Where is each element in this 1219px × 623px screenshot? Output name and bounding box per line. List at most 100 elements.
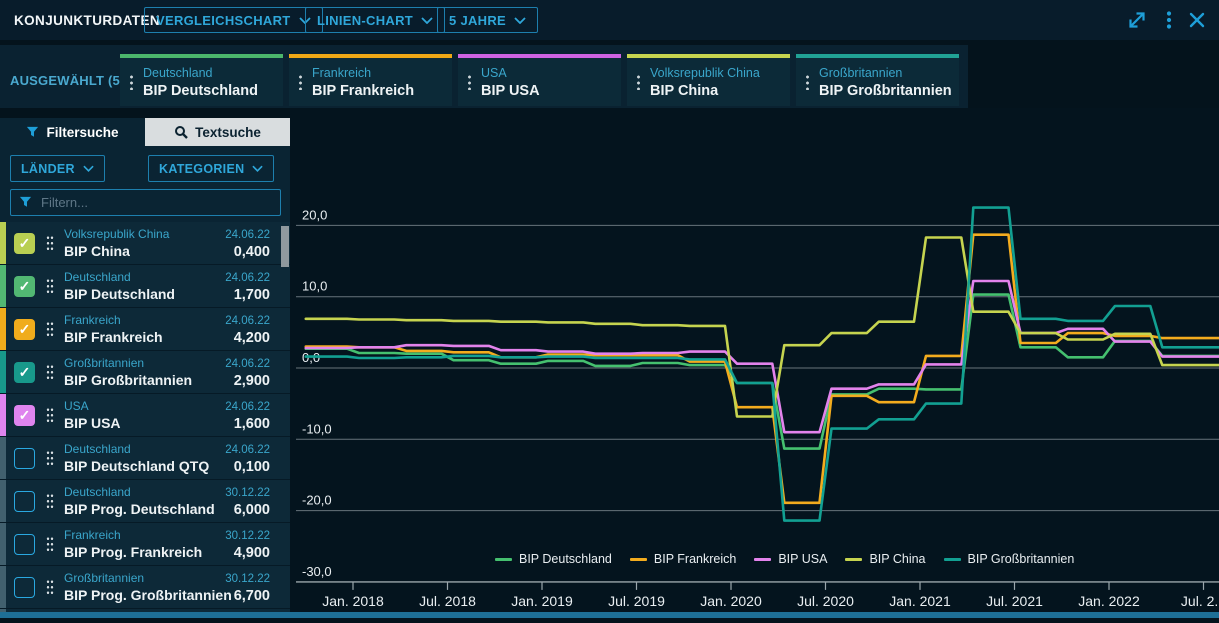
list-item[interactable]: ✓ USA BIP USA 24.06.22 1,600	[0, 394, 290, 437]
line-type-dropdown[interactable]: LINIEN-CHART	[305, 7, 446, 33]
series-color-stripe	[0, 308, 6, 350]
series-checkbox[interactable]: ✓	[14, 576, 35, 598]
svg-text:-20,0: -20,0	[302, 493, 332, 508]
legend-swatch	[845, 557, 863, 561]
svg-text:Jul. 2019: Jul. 2019	[608, 593, 665, 609]
tab-filtersuche[interactable]: Filtersuche	[0, 118, 145, 146]
series-color-stripe	[0, 523, 6, 565]
drag-handle-icon[interactable]	[46, 579, 54, 595]
sidebar-filter-panel: LÄNDER KATEGORIEN	[0, 146, 290, 222]
item-value: 2,900	[233, 373, 270, 390]
list-scrollbar-thumb[interactable]	[281, 226, 289, 267]
series-checkbox[interactable]: ✓	[14, 447, 35, 469]
chip-bip-deutschland[interactable]: Deutschland BIP Deutschland	[120, 54, 283, 106]
item-country: Großbritannien	[64, 356, 145, 370]
item-series: BIP Prog. Deutschland	[64, 501, 215, 517]
filter-icon	[27, 126, 39, 137]
laender-dropdown[interactable]: LÄNDER	[10, 155, 105, 182]
list-item[interactable]: ✓ Großbritannien BIP Prog. Großbritannien…	[0, 566, 290, 609]
tab-label: Filtersuche	[46, 124, 119, 140]
item-value: 1,700	[233, 287, 270, 304]
item-country: Volksrepublik China	[64, 227, 170, 241]
kebab-menu-icon[interactable]	[1158, 9, 1180, 31]
item-country: Großbritannien	[64, 571, 145, 585]
svg-text:Jan. 2022: Jan. 2022	[1078, 593, 1140, 609]
item-date: 24.06.22	[225, 357, 270, 370]
item-value: 0,400	[233, 244, 270, 261]
item-country: Frankreich	[64, 528, 121, 542]
search-icon	[175, 126, 188, 139]
legend-item[interactable]: BIP USA	[754, 552, 827, 566]
svg-text:Jul. 2...: Jul. 2...	[1181, 593, 1219, 609]
drag-handle-icon[interactable]	[46, 321, 54, 337]
kebab-menu-icon[interactable]	[467, 74, 472, 90]
list-item[interactable]: ✓ Frankreich BIP Frankreich 24.06.22 4,200	[0, 308, 290, 351]
drag-handle-icon[interactable]	[46, 278, 54, 294]
chip-country: USA	[481, 65, 507, 80]
selected-series-panel: AUSGEWÄHLT (5/5): Deutschland BIP Deutsc…	[0, 45, 968, 108]
list-item[interactable]: ✓ Volksrepublik China BIP China 24.06.22 0…	[0, 222, 290, 265]
item-series: BIP Deutschland QTQ	[64, 458, 210, 474]
chip-bip-grossbritannien[interactable]: Großbritannien BIP Großbritannien	[796, 54, 959, 106]
close-icon[interactable]	[1186, 9, 1208, 31]
series-checkbox[interactable]: ✓	[14, 275, 35, 297]
series-color-stripe	[0, 222, 6, 264]
filter-search-input[interactable]	[39, 194, 272, 211]
chevron-down-icon	[298, 16, 311, 24]
list-item[interactable]: ✓ Großbritannien BIP Großbritannien 24.06…	[0, 351, 290, 394]
chart-type-dropdown[interactable]: VERGLEICHSCHART	[144, 7, 323, 33]
legend-item[interactable]: BIP Deutschland	[495, 552, 612, 566]
series-checkbox[interactable]: ✓	[14, 361, 35, 383]
chip-bip-usa[interactable]: USA BIP USA	[458, 54, 621, 106]
series-checkbox[interactable]: ✓	[14, 318, 35, 340]
legend-item[interactable]: BIP China	[845, 552, 926, 566]
series-checkbox[interactable]: ✓	[14, 533, 35, 555]
list-item[interactable]: ✓ Deutschland BIP Deutschland QTQ 24.06.2…	[0, 437, 290, 480]
item-date: 30.12.22	[225, 529, 270, 542]
legend-item[interactable]: BIP Frankreich	[629, 552, 736, 566]
chevron-down-icon	[83, 165, 94, 172]
kebab-menu-icon[interactable]	[805, 74, 810, 90]
expand-icon[interactable]	[1126, 9, 1148, 31]
kebab-menu-icon[interactable]	[298, 74, 303, 90]
item-value: 6,000	[233, 502, 270, 519]
chip-series: BIP Deutschland	[143, 82, 258, 99]
legend-item[interactable]: BIP Großbritannien	[943, 552, 1074, 566]
svg-text:Jan. 2019: Jan. 2019	[511, 593, 573, 609]
chip-bip-china[interactable]: Volksrepublik China BIP China	[627, 54, 790, 106]
list-item[interactable]: ✓ Frankreich BIP Prog. Frankreich 30.12.2…	[0, 523, 290, 566]
drag-handle-icon[interactable]	[46, 493, 54, 509]
drag-handle-icon[interactable]	[46, 407, 54, 423]
chip-bip-frankreich[interactable]: Frankreich BIP Frankreich	[289, 54, 452, 106]
check-icon: ✓	[18, 363, 31, 380]
series-checkbox[interactable]: ✓	[14, 404, 35, 426]
drag-handle-icon[interactable]	[46, 536, 54, 552]
item-series: BIP China	[64, 243, 130, 259]
series-color-stripe	[0, 437, 6, 479]
chevron-down-icon	[514, 16, 526, 24]
item-value: 4,200	[233, 330, 270, 347]
kategorien-dropdown-label: KATEGORIEN	[159, 161, 245, 176]
kebab-menu-icon[interactable]	[129, 74, 134, 90]
series-list: ✓ Volksrepublik China BIP China 24.06.22 0…	[0, 222, 290, 618]
legend-swatch	[495, 557, 512, 561]
kategorien-dropdown[interactable]: KATEGORIEN	[148, 155, 275, 182]
series-checkbox[interactable]: ✓	[14, 232, 35, 254]
chevron-down-icon	[421, 16, 433, 24]
drag-handle-icon[interactable]	[46, 235, 54, 251]
item-series: BIP Frankreich	[64, 329, 163, 345]
drag-handle-icon[interactable]	[46, 450, 54, 466]
tab-textsuche[interactable]: Textsuche	[145, 118, 290, 146]
legend-swatch	[629, 557, 647, 561]
time-range-dropdown[interactable]: 5 JAHRE	[437, 7, 539, 33]
drag-handle-icon[interactable]	[46, 364, 54, 380]
series-checkbox[interactable]: ✓	[14, 490, 35, 512]
chip-country: Frankreich	[312, 65, 372, 80]
chip-series: BIP China	[650, 82, 719, 99]
series-color-stripe	[0, 265, 6, 307]
kebab-menu-icon[interactable]	[636, 74, 641, 90]
list-item[interactable]: ✓ Deutschland BIP Prog. Deutschland 30.12…	[0, 480, 290, 523]
list-item[interactable]: ✓ Deutschland BIP Deutschland 24.06.22 1,7…	[0, 265, 290, 308]
filter-search-box	[10, 189, 281, 216]
